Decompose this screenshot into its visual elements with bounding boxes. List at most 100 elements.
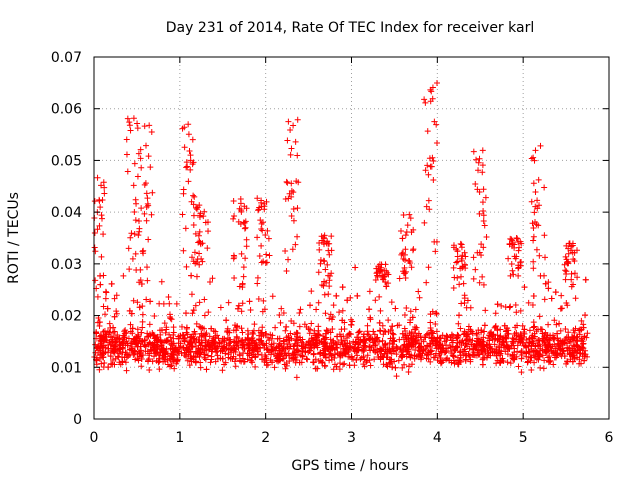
data-point [386, 340, 393, 346]
data-point [325, 272, 332, 279]
data-point [261, 206, 268, 213]
data-point [101, 184, 108, 191]
data-point [428, 335, 435, 342]
data-point [330, 302, 337, 309]
data-point [196, 238, 203, 245]
y-tick-label: 0.04 [51, 205, 82, 221]
data-point [372, 348, 379, 355]
data-point [150, 331, 157, 338]
data-point [475, 347, 482, 354]
data-point [573, 342, 580, 349]
data-point [211, 338, 218, 345]
data-point [159, 352, 166, 359]
data-point [284, 179, 291, 186]
data-point [240, 264, 247, 271]
data-point [188, 272, 195, 279]
data-point [326, 315, 333, 322]
data-point [343, 342, 350, 349]
data-point [492, 310, 499, 317]
data-point [444, 334, 451, 341]
data-point [341, 347, 348, 354]
data-point [401, 361, 408, 368]
data-point [190, 353, 197, 360]
data-point [469, 337, 476, 344]
data-point [294, 233, 301, 240]
data-point [196, 228, 203, 235]
data-point [316, 240, 323, 247]
data-point [199, 345, 206, 352]
data-point [135, 232, 142, 239]
data-point [479, 147, 486, 154]
data-point [185, 178, 192, 185]
data-point [138, 164, 145, 171]
data-point [381, 342, 388, 349]
data-point [130, 115, 137, 122]
data-point [574, 274, 581, 281]
data-point [505, 330, 512, 337]
data-point [108, 360, 115, 367]
data-point [510, 271, 517, 278]
data-point [282, 195, 289, 202]
data-point [296, 323, 303, 330]
data-point [171, 365, 178, 372]
data-point [145, 357, 152, 364]
data-point [113, 310, 120, 317]
data-point [430, 330, 437, 337]
data-point [581, 357, 588, 364]
data-point [123, 351, 130, 358]
data-point [289, 246, 296, 253]
data-point [563, 360, 570, 367]
data-point [530, 154, 537, 161]
data-point [252, 339, 259, 346]
data-point [321, 335, 328, 342]
data-point [396, 346, 403, 353]
data-point [562, 253, 569, 260]
data-point [160, 339, 167, 346]
data-point [205, 309, 212, 316]
data-point [236, 352, 243, 359]
data-point [145, 236, 152, 243]
data-point [568, 270, 575, 277]
data-point [254, 195, 261, 202]
data-point [266, 337, 273, 344]
data-point [283, 362, 290, 369]
data-point [243, 243, 250, 250]
data-point [557, 305, 564, 312]
data-point [387, 356, 394, 363]
data-point [96, 197, 103, 204]
data-point [433, 121, 440, 128]
data-point [137, 146, 144, 153]
data-point [115, 354, 122, 361]
data-point [284, 137, 291, 144]
data-point [399, 352, 406, 359]
data-point [190, 201, 197, 208]
data-point [466, 353, 473, 360]
data-point [361, 336, 368, 343]
data-point [139, 303, 146, 310]
data-point [130, 182, 137, 189]
data-point [318, 233, 325, 240]
data-point [161, 348, 168, 355]
data-point [469, 330, 476, 337]
data-point [188, 291, 195, 298]
data-point [244, 327, 251, 334]
data-point [455, 320, 462, 327]
data-point [407, 215, 414, 222]
data-point [479, 199, 486, 206]
data-point [395, 357, 402, 364]
data-point [582, 276, 589, 283]
data-point [125, 245, 132, 252]
data-point [192, 302, 199, 309]
data-point [493, 352, 500, 359]
data-point [323, 327, 330, 334]
data-point [502, 334, 509, 341]
data-point [168, 339, 175, 346]
data-point [432, 321, 439, 328]
data-point [560, 347, 567, 354]
data-point [457, 358, 464, 365]
data-point [111, 295, 118, 302]
data-point [183, 263, 190, 270]
data-point [506, 304, 513, 311]
data-point [480, 244, 487, 251]
data-point [534, 197, 541, 204]
